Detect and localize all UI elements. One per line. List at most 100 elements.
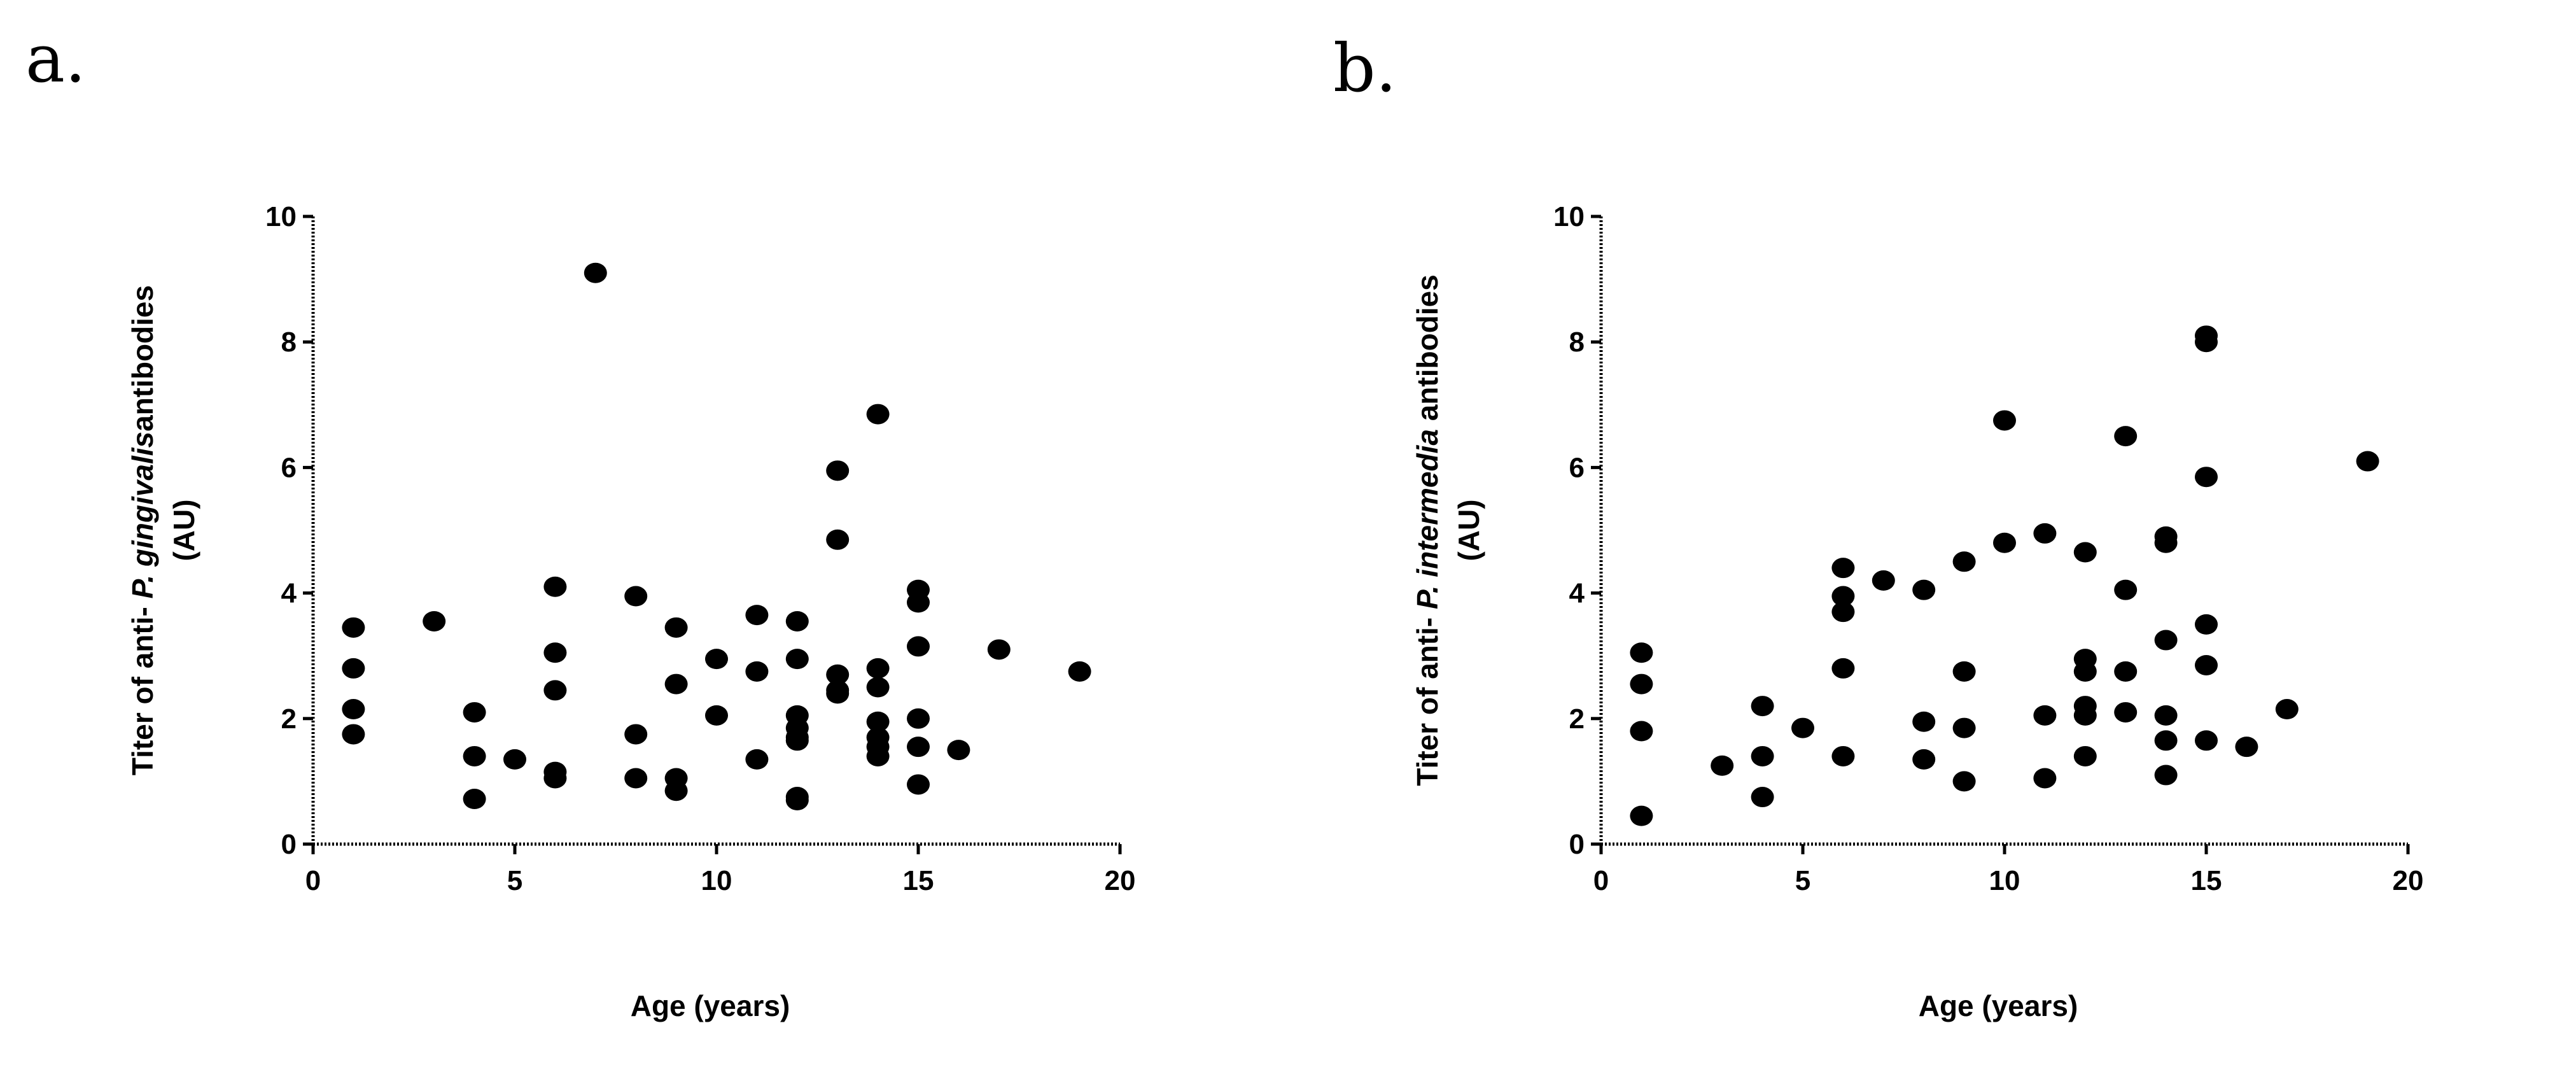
data-point <box>1630 642 1653 663</box>
data-point <box>826 460 850 481</box>
data-point <box>1831 586 1855 607</box>
data-point <box>543 576 567 597</box>
data-point <box>745 605 769 626</box>
data-point <box>664 673 688 695</box>
data-point <box>2195 614 2218 635</box>
data-point <box>866 404 890 425</box>
data-point <box>1912 711 1936 732</box>
data-point <box>1831 658 1855 679</box>
x-tick-label: 15 <box>903 865 934 896</box>
data-point <box>2195 730 2218 751</box>
x-tick-label: 5 <box>507 865 522 896</box>
y-tick-label: 0 <box>281 829 297 860</box>
data-point <box>342 617 365 638</box>
data-point <box>785 649 809 670</box>
data-point <box>1630 673 1653 695</box>
data-point <box>664 617 688 638</box>
y-tick-label: 4 <box>1569 578 1585 609</box>
data-point <box>785 727 809 748</box>
scatter-chart-b: 0 2 4 6 8 10 0 5 10 15 20 Age (years) Titer of anti-… <box>1411 201 2423 1022</box>
y-axis-title-part: antibodies <box>126 285 159 432</box>
y-tick-label: 10 <box>265 201 297 232</box>
y-axis-title-unit: (AU) <box>1452 499 1485 561</box>
data-point <box>624 768 648 789</box>
data-point <box>866 658 890 679</box>
y-axis-title: Titer of anti- P. gingivalisantibodies <box>126 285 159 775</box>
y-axis-title: Titer of anti- P. intermedia antibodies <box>1411 274 1444 786</box>
y-axis-title-part: Titer of anti- <box>126 598 159 775</box>
data-point <box>463 702 486 723</box>
data-point <box>2154 730 2178 751</box>
data-point <box>1630 721 1653 742</box>
x-tick-label: 15 <box>2191 865 2222 896</box>
data-point <box>2073 542 2097 563</box>
data-point <box>543 642 567 663</box>
data-point <box>1831 745 1855 766</box>
data-point <box>2154 630 2178 651</box>
data-point <box>826 683 850 704</box>
data-point <box>1952 551 1976 572</box>
x-tick-label: 20 <box>1105 865 1136 896</box>
data-point <box>2073 705 2097 726</box>
data-point <box>2114 702 2138 723</box>
y-tick-label: 6 <box>281 452 297 483</box>
data-point <box>705 649 728 670</box>
data-point <box>705 705 728 726</box>
y-tick-label: 8 <box>281 327 297 358</box>
data-point <box>1751 696 1774 717</box>
y-axis-title-part: Titer of anti- <box>1411 609 1444 786</box>
data-point <box>543 768 567 789</box>
data-point <box>342 724 365 745</box>
y-tick-label: 10 <box>1553 201 1585 232</box>
data-point <box>2033 705 2057 726</box>
data-point <box>907 774 930 795</box>
y-tick-label: 4 <box>281 578 297 609</box>
y-tick-label: 2 <box>1569 703 1585 735</box>
data-point <box>826 529 850 550</box>
y-tick-label: 8 <box>1569 327 1585 358</box>
data-point <box>785 789 809 810</box>
x-tick-label: 10 <box>701 865 732 896</box>
x-tick-label: 0 <box>305 865 321 896</box>
data-point <box>866 677 890 698</box>
data-point <box>1068 661 1091 682</box>
data-point <box>1912 579 1936 600</box>
data-point <box>987 639 1011 660</box>
data-point <box>463 745 486 766</box>
data-point <box>463 789 486 810</box>
data-point <box>907 708 930 729</box>
data-point <box>2235 737 2258 758</box>
data-point <box>1630 805 1653 826</box>
y-axis-title-part: antibodies <box>1411 274 1444 429</box>
data-point <box>2114 579 2138 600</box>
y-tick-label: 0 <box>1569 829 1585 860</box>
data-point <box>1952 661 1976 682</box>
y-tick-label: 2 <box>281 703 297 735</box>
data-point <box>1952 717 1976 738</box>
data-point <box>2114 426 2138 447</box>
x-axis-title: Age (years) <box>631 989 790 1022</box>
data-point <box>543 680 567 701</box>
data-point <box>1872 570 1895 591</box>
y-axis-title-unit: (AU) <box>167 499 200 561</box>
data-point <box>342 699 365 720</box>
panel-label-a: a. <box>25 20 87 97</box>
data-point <box>1751 787 1774 808</box>
data-point <box>1711 755 1734 776</box>
data-point <box>866 737 890 758</box>
x-tick-label: 10 <box>1989 865 2020 896</box>
data-point <box>2154 765 2178 786</box>
panel-label-b: b. <box>1333 29 1397 107</box>
data-point <box>1912 749 1936 770</box>
data-point <box>2154 705 2178 726</box>
data-point <box>1831 602 1855 623</box>
data-point <box>866 711 890 732</box>
data-point <box>907 636 930 657</box>
x-axis-title: Age (years) <box>1919 989 2078 1022</box>
data-point <box>947 740 970 761</box>
data-point <box>907 592 930 613</box>
data-point <box>2114 661 2138 682</box>
data-point <box>785 610 809 631</box>
data-point <box>2195 654 2218 675</box>
y-tick-label: 6 <box>1569 452 1585 483</box>
